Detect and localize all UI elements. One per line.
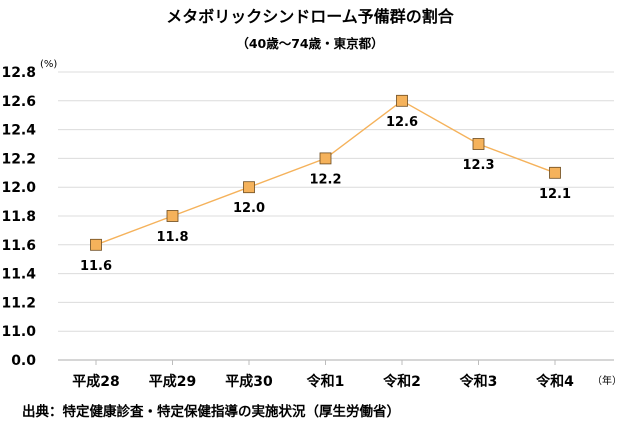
y-tick-label: 11.0	[1, 324, 36, 340]
y-tick-label: 12.4	[1, 123, 36, 139]
x-tick-label: 令和2	[382, 373, 421, 390]
x-tick-label: 令和3	[459, 373, 498, 390]
data-point	[166, 210, 179, 222]
gridlines	[58, 71, 614, 361]
y-tick-label: 11.4	[1, 267, 36, 283]
x-tick-label: 平成30	[225, 373, 273, 390]
data-label: 12.2	[309, 172, 341, 187]
y-tick-label: 12.2	[1, 151, 36, 167]
data-point	[549, 166, 561, 179]
chart-title: メタボリックシンドローム予備群の割合	[166, 7, 455, 26]
data-point	[90, 238, 102, 251]
data-point	[472, 138, 485, 150]
y-axis-unit: (%)	[40, 59, 57, 70]
y-tick-label: 12.8	[1, 65, 36, 81]
chart-subtitle: （40歳～74歳・東京都）	[236, 36, 383, 51]
data-label: 12.6	[386, 115, 418, 130]
x-tick-label: 令和4	[535, 373, 574, 390]
x-axis-ticks: 平成28 平成29 平成30 令和1 令和2 令和3 令和4	[72, 360, 574, 390]
y-axis-ticks: 12.8 12.6 12.4 12.2 12.0 11.8 11.6 11.4 11.2 11.0…	[1, 65, 36, 369]
y-tick-label: 11.2	[1, 295, 36, 311]
y-tick-label: 12.0	[1, 180, 36, 196]
data-label: 11.6	[80, 259, 112, 274]
y-tick-label: 11.6	[1, 238, 36, 254]
y-tick-label: 0.0	[11, 353, 36, 369]
x-tick-label: 令和1	[306, 373, 345, 390]
x-tick-label: 平成29	[149, 373, 196, 390]
data-label: 11.8	[156, 230, 188, 245]
source-note: 出典：特定健康診査・特定保健指導の実施状況（厚生労働省）	[22, 403, 400, 420]
data-label: 12.3	[462, 158, 494, 173]
data-point	[396, 94, 408, 107]
y-tick-label: 12.6	[1, 94, 36, 110]
data-markers	[90, 94, 561, 251]
x-axis-unit: （年）	[592, 374, 620, 387]
data-label: 12.1	[539, 187, 571, 202]
y-tick-label: 11.8	[1, 209, 36, 225]
data-point	[319, 152, 332, 165]
data-point	[243, 181, 255, 194]
data-labels: 11.6 11.8 12.0 12.2 12.6 12.3 12.1	[80, 115, 571, 274]
data-label: 12.0	[233, 201, 265, 216]
x-tick-label: 平成28	[72, 373, 119, 390]
